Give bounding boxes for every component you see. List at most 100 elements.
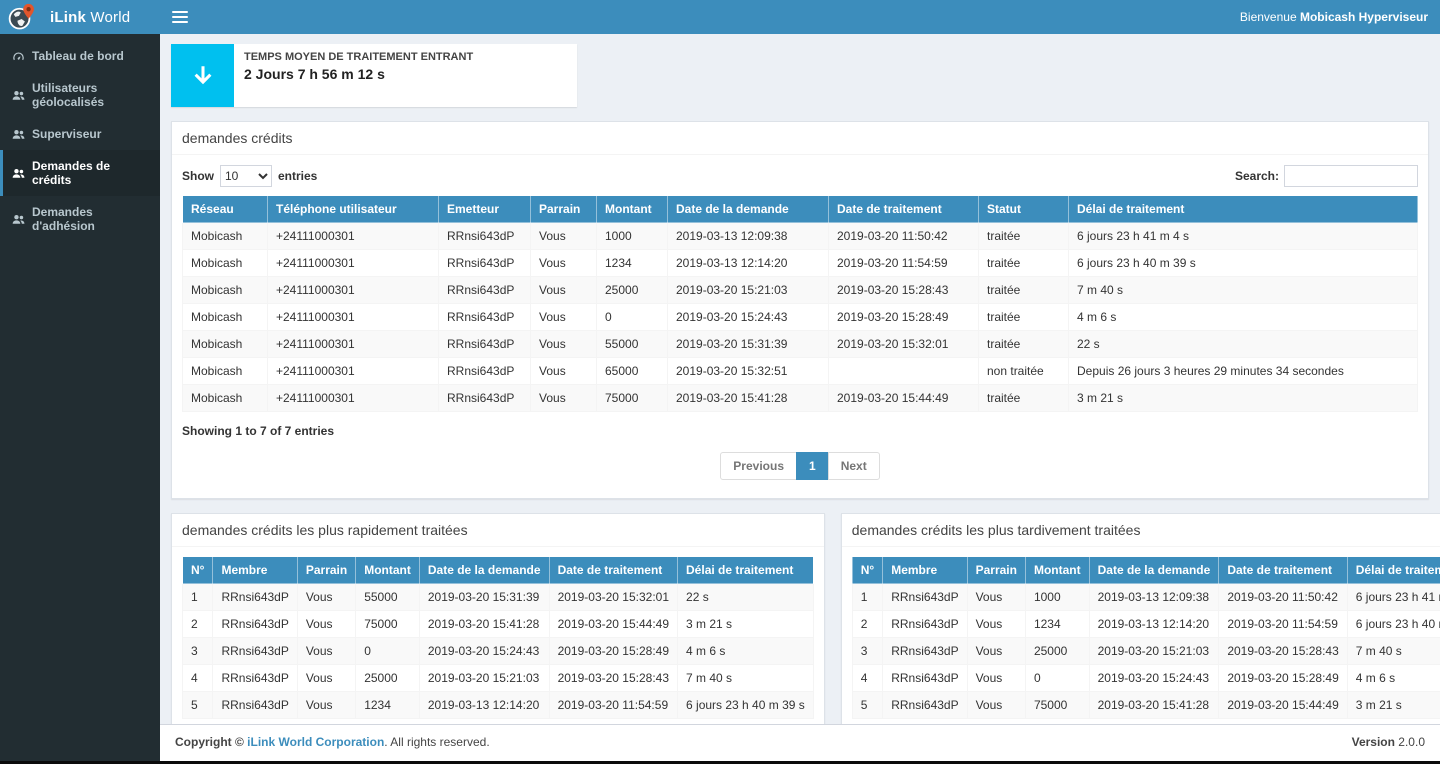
sidebar-item-label: Demandes d'adhésion	[32, 205, 151, 233]
company-link[interactable]: iLink World Corporation	[247, 735, 384, 749]
column-header[interactable]: Date de traitement	[1219, 557, 1347, 584]
column-header[interactable]: Parrain	[967, 557, 1025, 584]
brand-logo-link[interactable]: iLink World	[0, 0, 160, 34]
table-row: 1RRnsi643dPVous10002019-03-13 12:09:3820…	[852, 584, 1440, 611]
column-header[interactable]: Statut	[979, 196, 1069, 223]
sidebar-item-demandes-de-credits[interactable]: Demandes de crédits	[0, 150, 160, 196]
table-cell: 75000	[356, 611, 420, 638]
column-header[interactable]: Membre	[883, 557, 967, 584]
sidebar-toggle-button[interactable]	[172, 11, 188, 23]
page-size-select[interactable]: 10	[220, 165, 272, 187]
column-header[interactable]: Membre	[213, 557, 297, 584]
column-header[interactable]: Date de la demande	[1089, 557, 1219, 584]
table-cell: RRnsi643dP	[213, 584, 297, 611]
previous-page-button[interactable]: Previous	[720, 452, 797, 480]
table-cell: RRnsi643dP	[883, 665, 967, 692]
table-cell: 2019-03-20 15:24:43	[419, 638, 549, 665]
table-header-row: N°MembreParrainMontantDate de la demande…	[183, 557, 814, 584]
table-cell: 2019-03-20 11:54:59	[549, 692, 677, 719]
column-header[interactable]: Date de la demande	[668, 196, 829, 223]
table-cell: 6 jours 23 h 41 m 4 s	[1347, 584, 1440, 611]
globe-pin-logo-icon	[8, 3, 36, 31]
table-row: Mobicash+24111000301RRnsi643dPVous750002…	[183, 385, 1418, 412]
pagination: Previous 1 Next	[182, 452, 1418, 480]
table-cell: 3	[852, 638, 882, 665]
next-page-button[interactable]: Next	[828, 452, 880, 480]
table-header-row: N°MembreParrainMontantDate de la demande…	[852, 557, 1440, 584]
column-header[interactable]: Montant	[597, 196, 668, 223]
column-header[interactable]: N°	[183, 557, 213, 584]
column-header[interactable]: N°	[852, 557, 882, 584]
column-header[interactable]: Parrain	[297, 557, 355, 584]
table-cell: Vous	[297, 638, 355, 665]
table-cell: 2019-03-20 15:21:03	[1089, 638, 1219, 665]
column-header[interactable]: Parrain	[531, 196, 597, 223]
column-header[interactable]: Date de traitement	[549, 557, 677, 584]
fastest-credits-table: N°MembreParrainMontantDate de la demande…	[182, 557, 814, 719]
column-header[interactable]: Délai de traitement	[1069, 196, 1418, 223]
table-cell: +24111000301	[268, 358, 439, 385]
table-cell: traitée	[979, 250, 1069, 277]
table-row: Mobicash+24111000301RRnsi643dPVous550002…	[183, 331, 1418, 358]
column-header[interactable]: Délai de traitement	[678, 557, 814, 584]
sidebar: Tableau de bord Utilisateurs géolocalisé…	[0, 34, 160, 761]
table-cell: RRnsi643dP	[439, 358, 531, 385]
table-cell: 2019-03-20 15:32:51	[668, 358, 829, 385]
table-cell: Vous	[297, 611, 355, 638]
table-cell: Vous	[967, 611, 1025, 638]
column-header[interactable]: Emetteur	[439, 196, 531, 223]
table-row: Mobicash+24111000301RRnsi643dPVous650002…	[183, 358, 1418, 385]
column-header[interactable]: Réseau	[183, 196, 268, 223]
version-text: Version 2.0.0	[1352, 735, 1425, 749]
table-row: Mobicash+24111000301RRnsi643dPVous250002…	[183, 277, 1418, 304]
column-header[interactable]: Délai de traitement	[1347, 557, 1440, 584]
dashboard-icon	[12, 50, 25, 63]
table-cell: 2019-03-20 15:21:03	[419, 665, 549, 692]
column-header[interactable]: Montant	[1025, 557, 1089, 584]
table-cell: Vous	[967, 584, 1025, 611]
table-cell	[829, 358, 979, 385]
column-header[interactable]: Montant	[356, 557, 420, 584]
brand-title: iLink World	[50, 9, 130, 26]
column-header[interactable]: Date de traitement	[829, 196, 979, 223]
search-control: Search:	[1235, 165, 1418, 187]
table-cell: 2019-03-20 11:50:42	[829, 223, 979, 250]
table-cell: 2019-03-20 15:31:39	[668, 331, 829, 358]
table-cell: traitée	[979, 277, 1069, 304]
table-row: 3RRnsi643dPVous02019-03-20 15:24:432019-…	[183, 638, 814, 665]
table-cell: 2019-03-13 12:14:20	[419, 692, 549, 719]
table-cell: RRnsi643dP	[439, 277, 531, 304]
footer: Copyright © iLink World Corporation. All…	[160, 724, 1440, 761]
sidebar-item-superviseur[interactable]: Superviseur	[0, 118, 160, 150]
table-cell: 55000	[597, 331, 668, 358]
column-header[interactable]: Téléphone utilisateur	[268, 196, 439, 223]
table-cell: Vous	[531, 358, 597, 385]
credits-panel: demandes crédits Show 10 entries Search:	[171, 121, 1429, 499]
page-1-button[interactable]: 1	[796, 452, 829, 480]
table-cell: 2019-03-20 15:21:03	[668, 277, 829, 304]
entries-label: entries	[278, 169, 317, 183]
sidebar-item-demandes-adhesion[interactable]: Demandes d'adhésion	[0, 196, 160, 242]
column-header[interactable]: Date de la demande	[419, 557, 549, 584]
table-cell: RRnsi643dP	[883, 584, 967, 611]
search-input[interactable]	[1284, 165, 1418, 187]
table-row: 4RRnsi643dPVous02019-03-20 15:24:432019-…	[852, 665, 1440, 692]
table-cell: 0	[356, 638, 420, 665]
sidebar-item-label: Tableau de bord	[32, 49, 124, 63]
sidebar-item-label: Utilisateurs géolocalisés	[32, 81, 151, 109]
table-cell: Mobicash	[183, 250, 268, 277]
sidebar-item-tableau-de-bord[interactable]: Tableau de bord	[0, 40, 160, 72]
table-cell: 25000	[597, 277, 668, 304]
table-cell: 2019-03-20 15:41:28	[419, 611, 549, 638]
latest-panel-title: demandes crédits les plus tardivement tr…	[842, 514, 1440, 547]
table-cell: 2019-03-20 15:41:28	[668, 385, 829, 412]
table-cell: Mobicash	[183, 358, 268, 385]
table-cell: RRnsi643dP	[213, 665, 297, 692]
fastest-panel-title: demandes crédits les plus rapidement tra…	[172, 514, 824, 547]
table-cell: RRnsi643dP	[439, 223, 531, 250]
credits-table: RéseauTéléphone utilisateurEmetteurParra…	[182, 196, 1418, 412]
table-cell: 2019-03-13 12:14:20	[668, 250, 829, 277]
table-cell: 1000	[597, 223, 668, 250]
sidebar-item-utilisateurs-geolocalises[interactable]: Utilisateurs géolocalisés	[0, 72, 160, 118]
table-cell: 1000	[1025, 584, 1089, 611]
